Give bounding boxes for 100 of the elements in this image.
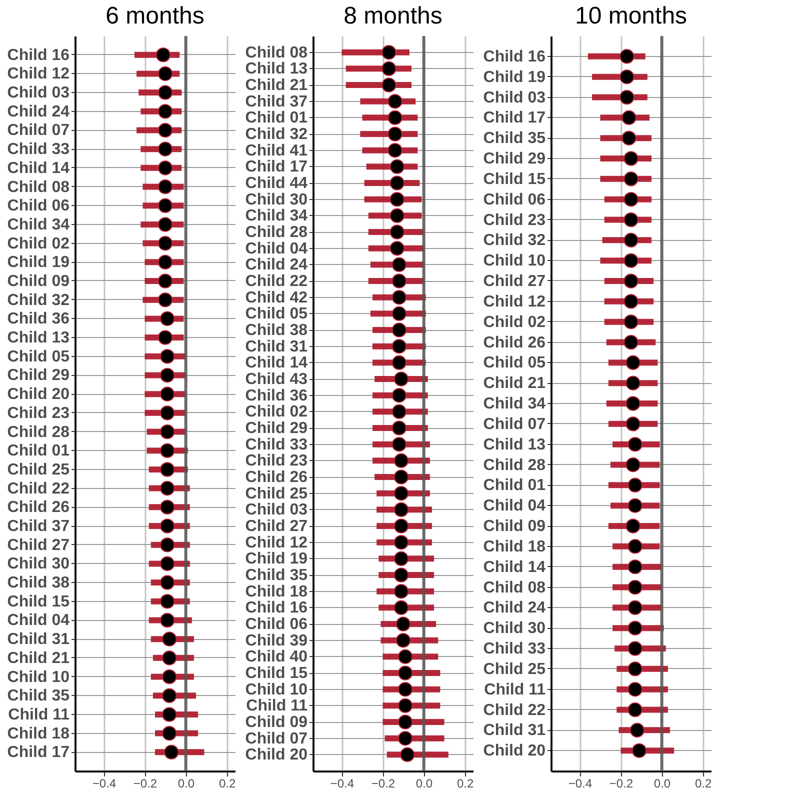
x-tick-label: −0.2: [133, 776, 158, 790]
y-tick-label: Child 01: [483, 477, 546, 494]
y-tick-label: Child 09: [483, 518, 546, 535]
point: [158, 104, 173, 119]
point: [382, 78, 396, 92]
point: [628, 702, 642, 718]
point: [396, 632, 411, 648]
y-tick-label: Child 16: [483, 48, 546, 66]
point: [620, 69, 634, 84]
y-tick-label: Child 32: [483, 232, 546, 250]
y-tick-label: Child 27: [483, 273, 546, 290]
point: [160, 386, 175, 402]
point: [160, 575, 175, 590]
point: [394, 600, 409, 616]
y-tick-label: Child 27: [245, 518, 308, 535]
y-tick-label: Child 34: [483, 396, 546, 412]
point: [628, 478, 642, 493]
y-tick-label: Child 06: [483, 191, 546, 208]
point: [394, 453, 409, 468]
y-tick-label: Child 11: [246, 698, 308, 715]
point: [392, 404, 407, 420]
point: [388, 94, 402, 109]
y-tick-label: Child 32: [245, 126, 308, 143]
point: [160, 500, 175, 515]
x-tick-label: −0.4: [330, 776, 354, 790]
y-tick-label: Child 40: [245, 648, 308, 666]
point: [624, 334, 638, 350]
point: [628, 559, 642, 574]
y-tick-label: Child 38: [7, 574, 70, 592]
y-tick-label: Child 44: [245, 175, 308, 192]
y-tick-label: Child 05: [483, 354, 546, 372]
point: [394, 568, 409, 582]
y-tick-label: Child 23: [483, 212, 546, 229]
point: [158, 254, 173, 270]
y-tick-label: Child 22: [245, 273, 308, 290]
point: [398, 714, 413, 730]
y-tick-label: Child 33: [245, 436, 308, 454]
x-tick-label: 0.2: [694, 776, 712, 790]
y-tick-label: Child 28: [245, 224, 308, 241]
point: [382, 44, 396, 60]
chart-title: 10 months: [574, 2, 688, 30]
y-tick-label: Child 19: [7, 254, 70, 272]
y-tick-label: Child 17: [483, 110, 546, 127]
point: [156, 47, 171, 62]
point: [390, 176, 404, 190]
point: [624, 192, 638, 207]
y-tick-label: Child 10: [245, 681, 308, 698]
y-tick-label: Child 28: [483, 456, 546, 474]
y-tick-label: Child 04: [245, 240, 308, 258]
point: [160, 480, 175, 496]
y-tick-label: Child 01: [245, 110, 308, 127]
point: [158, 292, 173, 308]
y-tick-label: Child 42: [245, 289, 308, 306]
y-tick-label: Child 35: [7, 688, 70, 705]
y-tick-label: Child 04: [483, 498, 546, 515]
point: [388, 142, 402, 158]
y-tick-label: Child 10: [7, 668, 70, 686]
y-tick-label: Child 04: [7, 612, 70, 630]
y-tick-label: Child 31: [245, 338, 308, 356]
y-tick-label: Child 18: [7, 725, 70, 742]
y-tick-label: Child 31: [7, 631, 70, 648]
point: [392, 436, 407, 452]
y-tick-label: Child 13: [483, 436, 546, 454]
chart-title: 8 months: [344, 2, 442, 30]
point: [626, 518, 640, 534]
y-tick-label: Child 10: [483, 252, 546, 270]
point: [398, 682, 413, 697]
y-tick-label: Child 06: [245, 616, 308, 633]
point: [620, 90, 634, 105]
point: [158, 142, 173, 156]
y-tick-label: Child 22: [7, 480, 70, 498]
y-tick-label: Child 28: [7, 424, 70, 441]
point: [388, 110, 402, 126]
point: [162, 669, 177, 684]
point: [394, 534, 409, 550]
point: [160, 406, 175, 420]
point: [398, 649, 413, 664]
point: [158, 160, 173, 176]
point: [160, 537, 175, 552]
y-tick-label: Child 08: [483, 579, 546, 596]
point: [624, 151, 638, 166]
point: [622, 130, 636, 146]
point: [392, 257, 407, 272]
y-tick-label: Child 31: [483, 722, 546, 740]
y-tick-label: Child 25: [483, 660, 546, 678]
point: [392, 388, 407, 403]
y-tick-label: Child 20: [245, 746, 308, 764]
point: [626, 355, 640, 370]
point: [626, 376, 640, 390]
y-tick-label: Child 27: [7, 536, 70, 554]
chart-title: 6 months: [106, 2, 204, 30]
point: [624, 232, 638, 248]
y-tick-label: Child 24: [483, 600, 546, 617]
x-tick-label: 0.2: [218, 776, 236, 790]
y-tick-label: Child 20: [483, 742, 546, 760]
y-tick-label: Child 18: [483, 538, 546, 556]
y-tick-label: Child 25: [7, 461, 70, 478]
point: [390, 192, 404, 207]
point: [158, 122, 173, 138]
y-tick-label: Child 19: [245, 550, 308, 568]
